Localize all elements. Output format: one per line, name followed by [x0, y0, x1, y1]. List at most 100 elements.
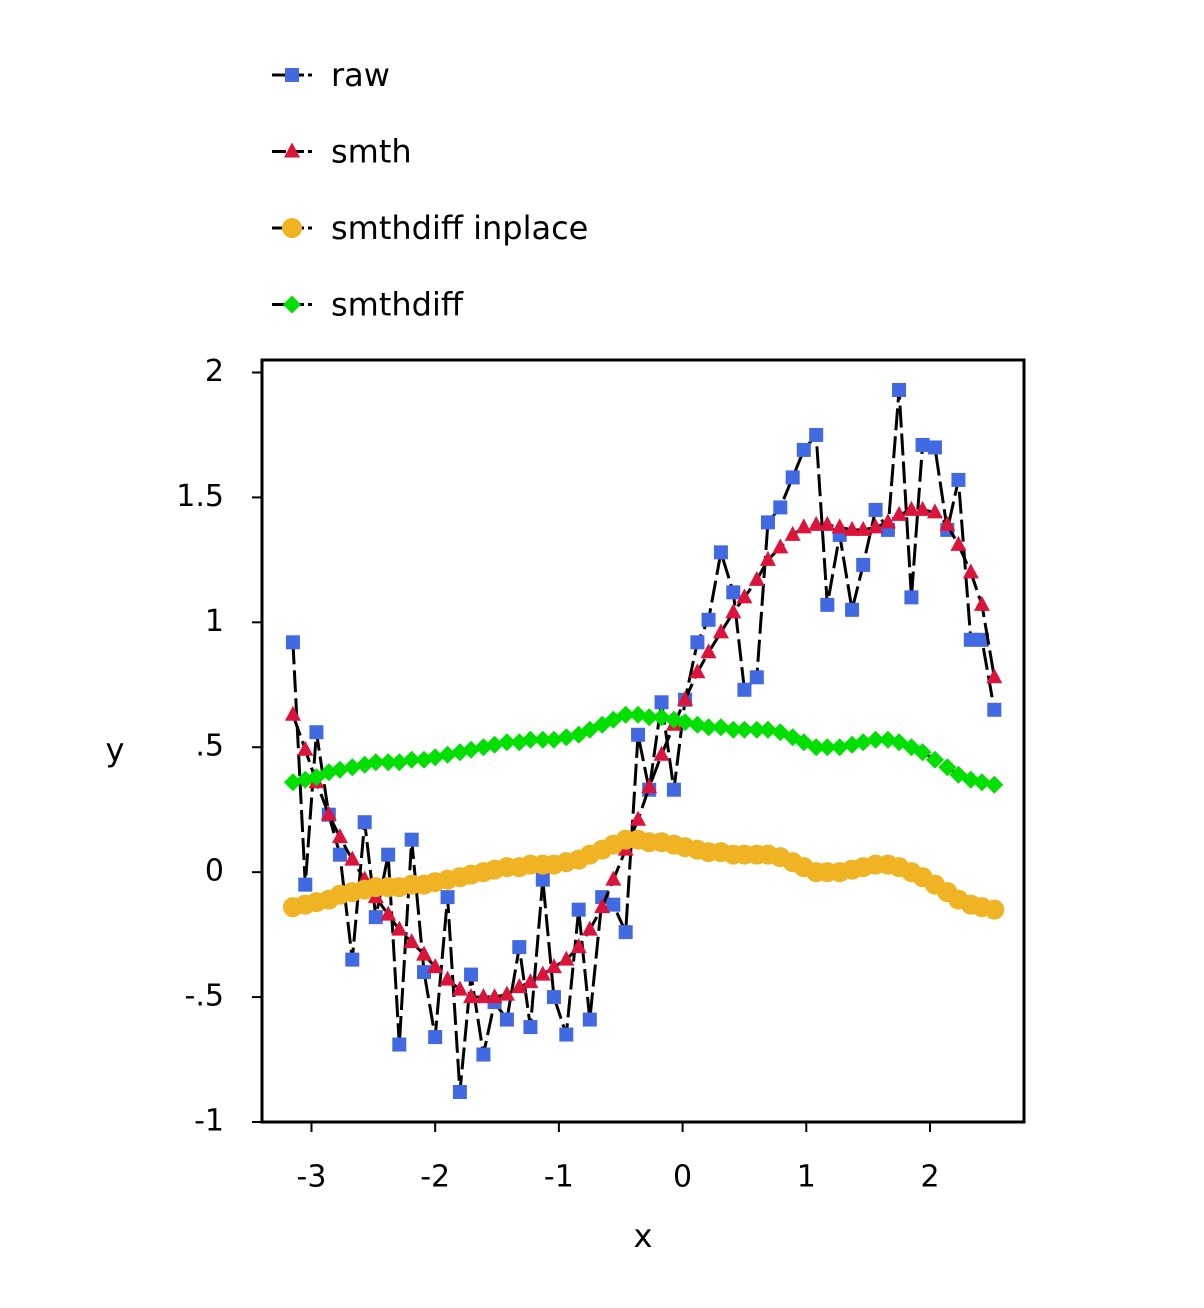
marker-diamond	[533, 730, 552, 749]
marker-diamond	[640, 708, 659, 727]
marker-diamond	[521, 730, 540, 749]
marker-square	[749, 670, 764, 685]
marker-triangle	[534, 965, 551, 981]
marker-triangle	[570, 938, 587, 954]
marker-triangle	[641, 778, 658, 794]
marker-triangle	[451, 980, 468, 996]
marker-square	[726, 585, 741, 600]
marker-diamond	[485, 735, 504, 754]
marker-square	[785, 470, 800, 485]
x-tick-label: 0	[673, 1160, 692, 1195]
x-tick-label: -2	[420, 1160, 450, 1195]
marker-triangle	[819, 515, 836, 531]
marker-square	[440, 890, 455, 905]
marker-diamond	[497, 733, 516, 752]
marker-diamond	[758, 720, 777, 739]
y-tick-label: .5	[195, 729, 224, 764]
marker-diamond	[699, 718, 718, 737]
marker-triangle	[844, 520, 861, 536]
x-axis-label: x	[634, 1217, 653, 1255]
marker-triangle	[403, 933, 420, 949]
marker-diamond	[390, 753, 409, 772]
marker-diamond	[735, 720, 754, 739]
marker-square	[476, 1047, 491, 1062]
marker-square	[654, 695, 669, 710]
marker-triangle	[284, 705, 301, 721]
marker-diamond	[330, 760, 349, 779]
marker-square	[285, 635, 300, 650]
marker-triangle	[594, 898, 611, 914]
marker-square	[631, 727, 646, 742]
marker-triangle	[486, 988, 503, 1004]
marker-diamond	[544, 730, 563, 749]
marker-diamond	[938, 758, 957, 777]
marker-triangle	[891, 505, 908, 521]
y-tick-label: 0	[205, 854, 224, 889]
marker-diamond	[438, 745, 457, 764]
marker-triangle	[855, 520, 872, 536]
marker-square	[773, 500, 788, 515]
marker-triangle	[653, 745, 670, 761]
marker-square	[392, 1037, 407, 1052]
marker-square	[368, 910, 383, 925]
marker-triangle	[903, 500, 920, 516]
marker-square	[618, 925, 633, 940]
marker-square	[309, 725, 324, 740]
marker-square	[285, 68, 299, 82]
marker-diamond	[724, 720, 743, 739]
y-tick-label: 1.5	[176, 479, 224, 514]
marker-square	[571, 902, 586, 917]
plot-frame	[260, 358, 1026, 1124]
marker-triangle	[712, 623, 729, 639]
marker-triangle	[962, 563, 979, 579]
marker-diamond	[972, 773, 991, 792]
marker-square	[499, 1012, 514, 1027]
marker-diamond	[985, 775, 1004, 794]
marker-square	[535, 872, 550, 887]
marker-square	[796, 442, 811, 457]
series-line	[292, 713, 995, 787]
marker-square	[904, 590, 919, 605]
marker-square	[963, 632, 978, 647]
marker-triangle	[498, 985, 515, 1001]
marker-triangle	[605, 870, 622, 886]
marker-diamond	[379, 753, 398, 772]
marker-triangle	[581, 920, 598, 936]
marker-triangle	[736, 588, 753, 604]
marker-triangle	[320, 805, 337, 821]
legend-label: smthdiff	[331, 286, 464, 324]
marker-triangle	[879, 513, 896, 529]
marker-triangle	[427, 958, 444, 974]
marker-square	[927, 440, 942, 455]
marker-square	[417, 965, 432, 980]
marker-triangle	[795, 518, 812, 534]
marker-triangle	[416, 945, 433, 961]
marker-triangle	[808, 515, 825, 531]
y-tick-label: 1	[205, 604, 224, 639]
marker-square	[523, 1020, 538, 1035]
marker-triangle	[439, 970, 456, 986]
marker-triangle	[784, 525, 801, 541]
marker-diamond	[426, 748, 445, 767]
marker-square	[892, 382, 907, 397]
marker-diamond	[913, 743, 932, 762]
marker-diamond	[830, 738, 849, 757]
marker-square	[868, 502, 883, 517]
marker-triangle	[284, 142, 300, 158]
marker-diamond	[818, 738, 837, 757]
marker-diamond	[711, 718, 730, 737]
plot	[282, 382, 1005, 1100]
marker-diamond	[366, 753, 385, 772]
marker-square	[298, 877, 313, 892]
marker-triangle	[950, 535, 967, 551]
marker-diamond	[866, 730, 885, 749]
marker-circle	[282, 218, 302, 238]
marker-triangle	[939, 515, 956, 531]
marker-square	[809, 427, 824, 442]
marker-square	[345, 952, 360, 967]
marker-diamond	[925, 750, 944, 769]
marker-square	[713, 545, 728, 560]
marker-square	[737, 682, 752, 697]
marker-triangle	[772, 538, 789, 554]
